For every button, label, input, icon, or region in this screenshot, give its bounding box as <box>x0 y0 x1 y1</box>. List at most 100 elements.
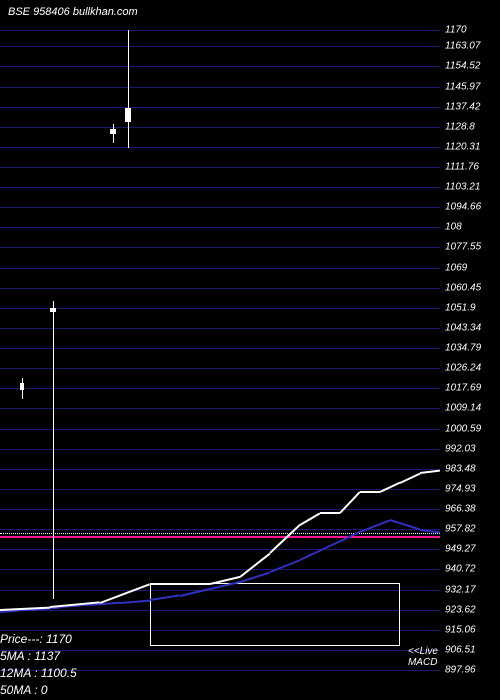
y-axis-label: 915.06 <box>445 624 476 635</box>
candle-wick <box>53 301 54 600</box>
y-axis-label: 932.17 <box>445 584 476 595</box>
gridline <box>0 66 440 67</box>
y-axis-label: 1163.07 <box>445 41 480 52</box>
gridline <box>0 107 440 108</box>
gridline <box>0 288 440 289</box>
y-axis-label: 966.38 <box>445 504 476 515</box>
macd-label: <<Live MACD <box>408 646 438 668</box>
y-axis-label: 1051.9 <box>445 302 476 313</box>
candle-body <box>110 129 116 134</box>
gridline <box>0 388 440 389</box>
gridline <box>0 529 440 530</box>
line-segment <box>420 470 440 474</box>
line-segment <box>180 583 210 585</box>
price-value: 1170 <box>46 632 72 646</box>
gridline <box>0 308 440 309</box>
gridline <box>0 207 440 208</box>
line-segment <box>150 583 180 585</box>
candle-wick <box>113 124 114 143</box>
y-axis-label: 1137.42 <box>445 101 480 112</box>
gridline <box>0 268 440 269</box>
y-axis-label: 1009.14 <box>445 403 481 414</box>
gridline <box>0 46 440 47</box>
y-axis-label: 957.82 <box>445 524 476 535</box>
candle-body <box>20 383 24 390</box>
gridline <box>0 449 440 450</box>
line-segment <box>360 519 391 533</box>
y-axis-label: 108 <box>445 222 462 233</box>
y-axis-label: 1077.55 <box>445 242 481 253</box>
line-segment <box>120 599 150 603</box>
candle-body <box>125 108 131 122</box>
ma5-value: 1137 <box>34 649 60 663</box>
line-segment <box>339 491 360 514</box>
gridline <box>0 167 440 168</box>
y-axis-label: 1034.79 <box>445 343 481 354</box>
dotted-line <box>0 533 440 534</box>
ma5-label: 5MA : <box>0 649 31 663</box>
line-segment <box>270 559 301 573</box>
reference-line <box>0 536 440 538</box>
y-axis-label: 949.27 <box>445 544 476 555</box>
gridline <box>0 549 440 550</box>
y-axis-label: 1128.8 <box>445 121 475 132</box>
y-axis-label: 1170 <box>445 25 467 36</box>
line-segment <box>360 491 380 493</box>
line-segment <box>320 512 340 514</box>
y-axis-label: 1103.21 <box>445 182 480 193</box>
gridline <box>0 469 440 470</box>
ma50-row: 50MA : 0 <box>0 683 77 700</box>
chart-area <box>0 30 440 670</box>
live-label: <<Live <box>408 646 438 657</box>
price-label: Price---: <box>0 632 43 646</box>
gridline <box>0 87 440 88</box>
y-axis-label: 1000.59 <box>445 423 481 434</box>
price-row: Price---: 1170 <box>0 632 77 649</box>
ma12-label: 12MA : <box>0 666 38 680</box>
line-segment <box>299 512 320 525</box>
chart-header: BSE 958406 bullkhan.com <box>8 6 138 18</box>
gridline <box>0 408 440 409</box>
gridline <box>0 30 440 31</box>
y-axis-label: 1026.24 <box>445 363 481 374</box>
y-axis-label: 1120.31 <box>445 141 480 152</box>
line-segment <box>300 545 331 561</box>
y-axis-label: 923.62 <box>445 604 476 615</box>
gridline <box>0 147 440 148</box>
ma50-value: 0 <box>41 683 48 697</box>
ma12-row: 12MA : 1100.5 <box>0 666 77 683</box>
y-axis-label: 906.51 <box>445 644 476 655</box>
y-axis-label: 974.93 <box>445 483 476 494</box>
line-segment <box>400 472 421 483</box>
gridline <box>0 569 440 570</box>
macd-text: MACD <box>408 657 438 668</box>
gridline <box>0 509 440 510</box>
info-box: Price---: 1170 5MA : 1137 12MA : 1100.5 … <box>0 632 77 700</box>
gridline <box>0 348 440 349</box>
gridline <box>0 429 440 430</box>
y-axis-label: 1154.52 <box>445 61 480 72</box>
gridline <box>0 368 440 369</box>
line-segment <box>380 482 401 493</box>
gridline <box>0 227 440 228</box>
y-axis-label: 1069 <box>445 262 467 273</box>
gridline <box>0 127 440 128</box>
candle-wick <box>128 30 129 148</box>
y-axis-label: 1043.34 <box>445 322 481 333</box>
y-axis-label: 992.03 <box>445 443 476 454</box>
y-axis-label: 897.96 <box>445 665 476 676</box>
y-axis-label: 1060.45 <box>445 282 481 293</box>
y-axis-label: 1094.66 <box>445 202 481 213</box>
ma5-row: 5MA : 1137 <box>0 649 77 666</box>
gridline <box>0 489 440 490</box>
y-axis-label: 1017.69 <box>445 383 481 394</box>
y-axis-label: 983.48 <box>445 463 476 474</box>
gridline <box>0 247 440 248</box>
gridline <box>0 328 440 329</box>
y-axis-label: 1111.76 <box>445 162 479 173</box>
ma12-value: 1100.5 <box>41 666 77 680</box>
y-axis-label: 1145.97 <box>445 81 480 92</box>
y-axis-label: 940.72 <box>445 564 476 575</box>
gridline <box>0 187 440 188</box>
candle-body <box>50 308 56 313</box>
